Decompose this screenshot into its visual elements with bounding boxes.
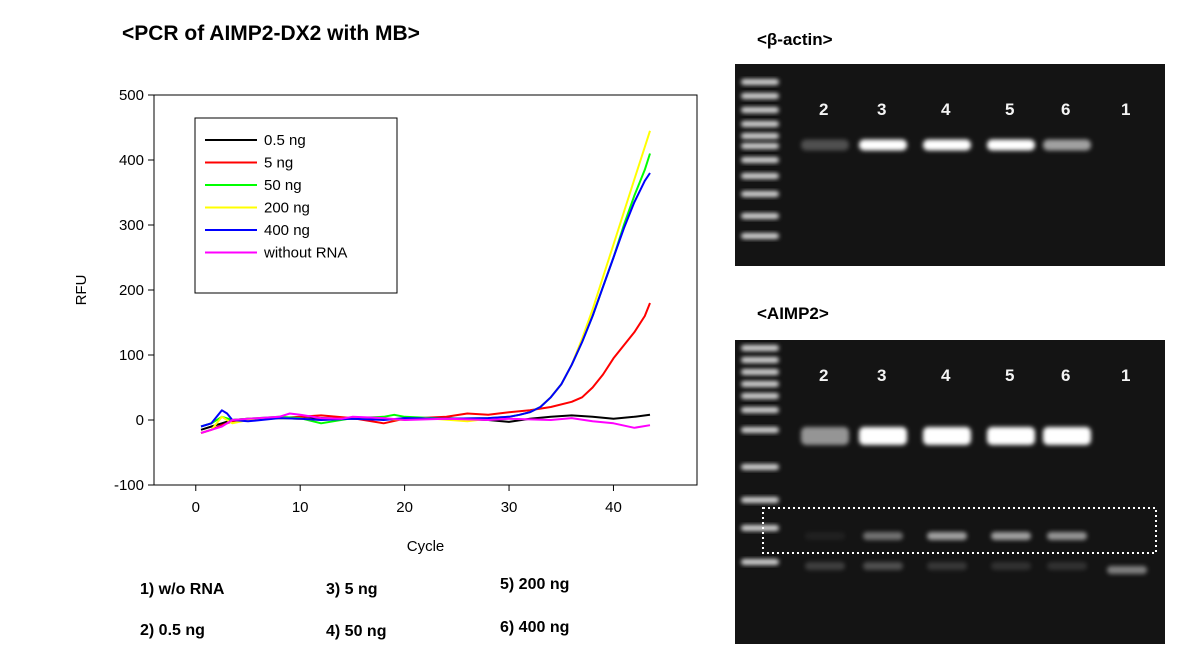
gel-band bbox=[1043, 139, 1091, 151]
x-tick-label: 20 bbox=[396, 499, 413, 516]
gel-band-lower bbox=[863, 532, 903, 540]
gel-band bbox=[1043, 427, 1091, 445]
sample-key-label: 6) 400 ng bbox=[500, 619, 570, 636]
ladder-band bbox=[741, 407, 779, 413]
legend-label: 0.5 ng bbox=[264, 132, 306, 149]
lane-label: 2 bbox=[819, 366, 829, 385]
gel-band-lower bbox=[805, 532, 845, 540]
gel-smear bbox=[991, 562, 1031, 570]
ladder-band bbox=[741, 369, 779, 375]
legend-label: 400 ng bbox=[264, 222, 310, 239]
gel-band bbox=[923, 139, 971, 151]
gel-image-aimp2: 2 3 4 5 6 1 bbox=[735, 340, 1165, 644]
gel-image-beta-actin: 2 3 4 5 6 1 bbox=[735, 64, 1165, 266]
gel-band-lower bbox=[991, 532, 1031, 540]
series-line bbox=[200, 302, 651, 434]
sample-key-label: 1) w/o RNA bbox=[140, 581, 225, 598]
x-axis-label: Cycle bbox=[407, 538, 445, 555]
lane-label: 3 bbox=[877, 366, 887, 385]
legend-label: without RNA bbox=[263, 245, 347, 262]
ladder-band bbox=[741, 213, 779, 219]
rfu-line-chart: -100 0 100 200 300 400 500 0 10 20 30 40 Cycle RFU 0.5… bbox=[73, 87, 698, 555]
ladder-band bbox=[741, 133, 779, 139]
gel-smear bbox=[1047, 562, 1087, 570]
y-tick-label: -100 bbox=[114, 477, 144, 494]
lane-label: 6 bbox=[1061, 366, 1071, 385]
y-tick-label: 300 bbox=[119, 217, 144, 234]
x-tick-label: 0 bbox=[192, 499, 200, 516]
ladder-band bbox=[741, 427, 779, 433]
ladder-band bbox=[741, 559, 779, 565]
gel-smear bbox=[927, 562, 967, 570]
gel-bands bbox=[741, 79, 1091, 239]
x-tick-label: 40 bbox=[605, 499, 622, 516]
ladder-band bbox=[741, 157, 779, 163]
x-tick-label: 30 bbox=[501, 499, 518, 516]
legend-label: 50 ng bbox=[264, 177, 302, 194]
ladder-band bbox=[741, 497, 779, 503]
ladder-band bbox=[741, 79, 779, 85]
sample-key-label: 2) 0.5 ng bbox=[140, 622, 205, 639]
highlight-box bbox=[762, 507, 1157, 554]
series-line bbox=[200, 412, 651, 434]
gel-smear bbox=[1107, 566, 1147, 574]
lane-label: 5 bbox=[1005, 100, 1015, 119]
lane-label: 2 bbox=[819, 100, 829, 119]
gel-band bbox=[801, 139, 849, 151]
y-tick-label: 0 bbox=[136, 412, 144, 429]
lane-label: 6 bbox=[1061, 100, 1071, 119]
series-line bbox=[200, 172, 651, 428]
ladder-band bbox=[741, 173, 779, 179]
gel-band-lower bbox=[927, 532, 967, 540]
legend-label: 200 ng bbox=[264, 200, 310, 217]
ladder-band bbox=[741, 345, 779, 351]
gel-band bbox=[801, 427, 849, 445]
gel-smear bbox=[863, 562, 903, 570]
gel-band bbox=[987, 427, 1035, 445]
lane-label: 3 bbox=[877, 100, 887, 119]
lane-label: 1 bbox=[1121, 366, 1131, 385]
ladder-band bbox=[741, 525, 779, 531]
ladder-band bbox=[741, 357, 779, 363]
sample-key-label: 5) 200 ng bbox=[500, 576, 570, 593]
lane-label: 4 bbox=[941, 100, 951, 119]
ladder-band bbox=[741, 393, 779, 399]
lane-label: 4 bbox=[941, 366, 951, 385]
sample-key-label: 3) 5 ng bbox=[326, 581, 378, 598]
gel-title-beta-actin: <β-actin> bbox=[757, 30, 833, 49]
ladder-band bbox=[741, 191, 779, 197]
ladder-band bbox=[741, 233, 779, 239]
gel-band bbox=[859, 427, 907, 445]
legend-box bbox=[194, 117, 398, 294]
y-axis-label: RFU bbox=[73, 275, 90, 306]
gel-smear bbox=[805, 562, 845, 570]
legend-label: 5 ng bbox=[264, 155, 293, 172]
chart-title: <PCR of AIMP2-DX2 with MB> bbox=[122, 22, 420, 45]
ladder-band bbox=[741, 464, 779, 470]
x-tick-label: 10 bbox=[292, 499, 309, 516]
ladder-band bbox=[741, 107, 779, 113]
ladder-band bbox=[741, 121, 779, 127]
lane-label: 1 bbox=[1121, 100, 1131, 119]
gel-band bbox=[859, 139, 907, 151]
gel-bands bbox=[741, 345, 1157, 574]
ladder-band bbox=[741, 93, 779, 99]
y-tick-label: 500 bbox=[119, 87, 144, 104]
ladder-band bbox=[741, 381, 779, 387]
gel-band bbox=[987, 139, 1035, 151]
lane-label: 5 bbox=[1005, 366, 1015, 385]
y-tick-label: 400 bbox=[119, 152, 144, 169]
y-tick-label: 100 bbox=[119, 347, 144, 364]
gel-band-lower bbox=[1047, 532, 1087, 540]
y-tick-label: 200 bbox=[119, 282, 144, 299]
ladder-band bbox=[741, 143, 779, 149]
gel-title-aimp2: <AIMP2> bbox=[757, 304, 829, 323]
sample-key-label: 4) 50 ng bbox=[326, 623, 387, 640]
gel-band bbox=[923, 427, 971, 445]
